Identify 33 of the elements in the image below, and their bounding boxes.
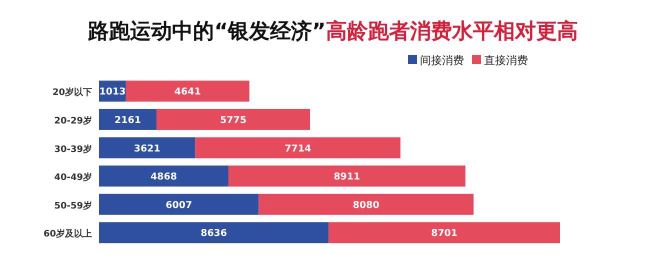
chart-subtitle: 高龄跑者消费水平相对更高	[326, 19, 578, 43]
data-label: 8911	[334, 172, 360, 183]
data-label: 2161	[114, 114, 141, 126]
data-label: 7714	[284, 143, 312, 154]
legend-label: 直接消费	[484, 54, 528, 67]
bar	[99, 108, 156, 130]
y-tick-label: 20-29岁	[54, 115, 92, 126]
y-tick-label: 20岁以下	[52, 87, 92, 98]
data-label: 8080	[352, 200, 380, 211]
data-label: 1013	[99, 86, 126, 98]
bar	[156, 108, 310, 130]
bar	[99, 222, 329, 244]
data-label: 4641	[174, 86, 201, 98]
bar	[228, 166, 466, 187]
legend-label: 间接消费	[420, 54, 464, 67]
bar	[99, 166, 228, 187]
data-label: 4868	[150, 172, 178, 183]
y-tick-label: 40-49岁	[54, 172, 92, 184]
y-tick-label: 30-39岁	[54, 144, 92, 155]
data-label: 6007	[166, 200, 192, 211]
data-label: 5775	[220, 114, 246, 126]
bar	[99, 137, 196, 158]
bar	[195, 137, 400, 158]
y-tick-label: 60岁及以上	[43, 228, 92, 240]
bar	[258, 194, 474, 215]
y-tick-label: 50-59岁	[54, 200, 92, 212]
chart-title: 路跑运动中的“银发经济”	[87, 19, 326, 43]
data-label: 8701	[431, 228, 458, 240]
data-label: 3621	[134, 143, 160, 154]
bar	[328, 222, 560, 244]
data-label: 8636	[200, 228, 228, 240]
bar	[126, 80, 250, 102]
bar	[99, 194, 259, 215]
